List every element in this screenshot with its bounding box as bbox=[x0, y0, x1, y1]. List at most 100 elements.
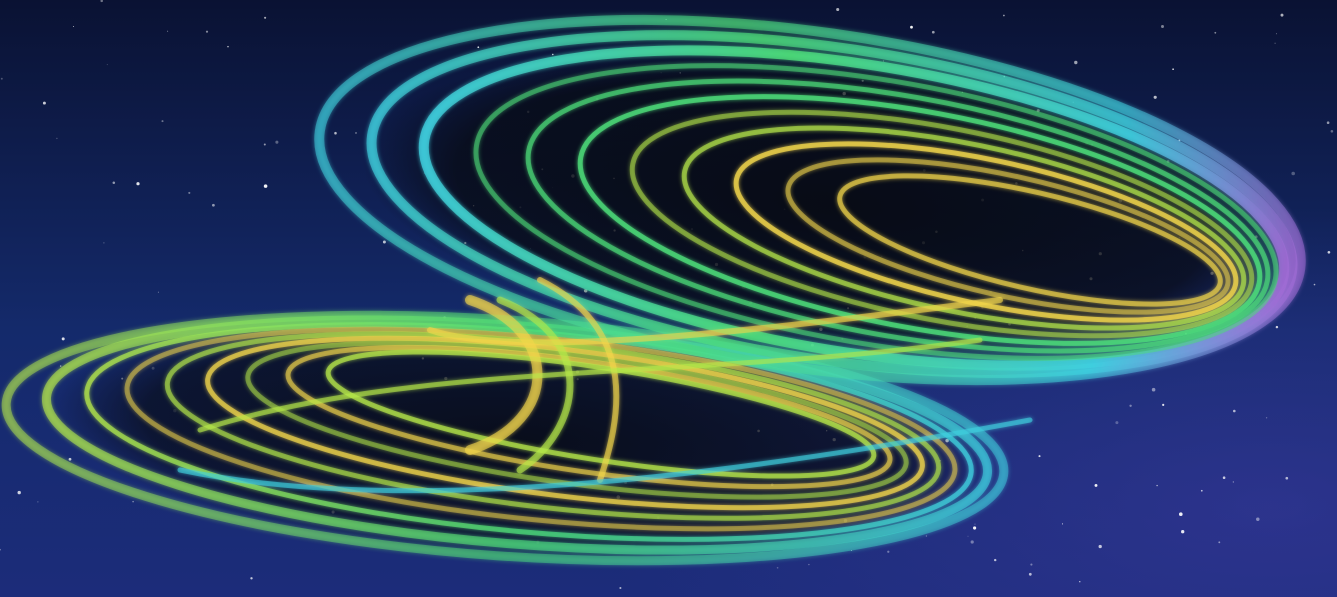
star bbox=[56, 137, 58, 140]
star bbox=[1156, 484, 1158, 487]
attractor-twist-strand bbox=[197, 337, 983, 433]
star bbox=[1098, 544, 1102, 549]
star bbox=[72, 25, 75, 28]
star bbox=[161, 120, 164, 123]
star bbox=[112, 181, 116, 184]
star bbox=[1265, 417, 1268, 419]
star bbox=[0, 548, 1, 551]
star bbox=[477, 46, 480, 49]
star bbox=[1313, 283, 1316, 286]
star bbox=[910, 25, 913, 29]
star bbox=[1327, 250, 1331, 254]
star bbox=[1161, 25, 1164, 28]
star bbox=[1233, 409, 1236, 413]
star bbox=[1079, 581, 1081, 583]
star bbox=[17, 490, 21, 495]
star bbox=[42, 101, 46, 105]
star bbox=[1218, 541, 1221, 544]
star bbox=[970, 540, 974, 544]
star bbox=[836, 7, 840, 12]
star bbox=[68, 457, 72, 461]
star bbox=[1181, 530, 1185, 534]
star bbox=[37, 501, 39, 503]
star bbox=[1285, 476, 1289, 480]
star bbox=[227, 45, 229, 48]
star bbox=[1256, 517, 1260, 521]
star bbox=[1028, 572, 1032, 576]
lower-lobe-ring bbox=[205, 335, 925, 511]
lower-lobe-ring bbox=[325, 349, 877, 479]
star bbox=[382, 240, 386, 244]
star bbox=[212, 203, 215, 207]
attractor-twist-strand bbox=[537, 277, 620, 483]
star bbox=[1094, 483, 1098, 487]
star bbox=[1275, 33, 1278, 35]
upper-lobe-ring bbox=[314, 14, 1306, 386]
star bbox=[973, 526, 977, 530]
star bbox=[167, 30, 169, 32]
star bbox=[334, 131, 337, 135]
star bbox=[1179, 512, 1183, 516]
star bbox=[1074, 60, 1078, 65]
star bbox=[188, 191, 191, 194]
star bbox=[1222, 476, 1226, 479]
star bbox=[355, 132, 357, 134]
star bbox=[1330, 130, 1334, 133]
star bbox=[103, 242, 105, 244]
star bbox=[263, 143, 266, 146]
star bbox=[61, 337, 65, 341]
star bbox=[967, 535, 969, 537]
lower-lobe-ring bbox=[285, 344, 893, 490]
star bbox=[205, 30, 209, 33]
star bbox=[887, 550, 890, 553]
star bbox=[1030, 563, 1033, 566]
star bbox=[1172, 68, 1174, 71]
star bbox=[132, 500, 134, 503]
star bbox=[1129, 404, 1132, 407]
attractor-twist-strand bbox=[177, 417, 1033, 494]
lower-lobe-ring bbox=[41, 315, 993, 555]
upper-lobe-ring bbox=[785, 157, 1231, 315]
upper-lobe-ring bbox=[629, 109, 1255, 339]
star bbox=[1280, 13, 1284, 17]
upper-lobe-ring bbox=[473, 63, 1279, 361]
upper-lobe-ring bbox=[681, 125, 1247, 331]
upper-lobe-ring bbox=[837, 173, 1223, 307]
star bbox=[974, 523, 976, 525]
star bbox=[1061, 523, 1064, 525]
upper-lobe-ring bbox=[418, 45, 1290, 371]
star bbox=[1274, 42, 1276, 44]
attractor-twist-strand bbox=[496, 296, 574, 474]
star bbox=[1214, 31, 1217, 34]
upper-lobe-ring bbox=[577, 94, 1263, 346]
star bbox=[552, 53, 554, 56]
star bbox=[619, 586, 622, 590]
star bbox=[776, 566, 779, 569]
star bbox=[925, 535, 928, 537]
star bbox=[100, 0, 103, 3]
star bbox=[1115, 421, 1119, 425]
star bbox=[157, 291, 159, 293]
star bbox=[0, 77, 3, 80]
star bbox=[1151, 387, 1156, 392]
star bbox=[59, 365, 62, 367]
star bbox=[1153, 95, 1157, 99]
star bbox=[1200, 489, 1203, 492]
star bbox=[931, 30, 935, 34]
lower-lobe-ring bbox=[84, 322, 974, 542]
star bbox=[1291, 171, 1295, 176]
star bbox=[1038, 455, 1041, 458]
star bbox=[1003, 14, 1005, 17]
star bbox=[1326, 121, 1330, 124]
star bbox=[1275, 325, 1279, 329]
star bbox=[106, 64, 108, 66]
upper-lobe-ring bbox=[525, 78, 1271, 354]
attractor-twist-strand bbox=[427, 297, 1003, 346]
star bbox=[808, 563, 810, 566]
star bbox=[275, 140, 279, 144]
star bbox=[136, 182, 140, 186]
star bbox=[1232, 481, 1234, 483]
